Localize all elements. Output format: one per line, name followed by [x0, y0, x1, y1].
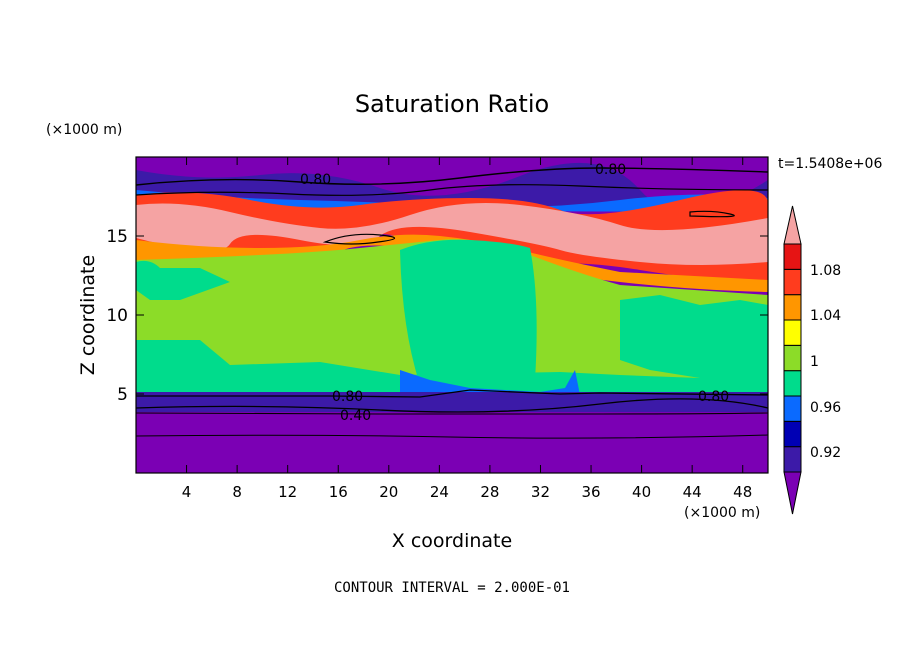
- time-label: t=1.5408e+06: [778, 156, 882, 172]
- band-upper-orange: [136, 234, 768, 292]
- contour-line-base-2: [136, 398, 768, 413]
- x-tick-label: 28: [480, 483, 499, 501]
- contour-line-base-1: [136, 389, 768, 398]
- colorbar-segment: [783, 370, 802, 397]
- contour-line-base-3: [136, 412, 768, 415]
- contour-line-upper: [136, 184, 768, 196]
- x-tick-label: 16: [329, 483, 348, 501]
- band-mid-teal-lower: [136, 340, 768, 392]
- band-cloud-base-blue: [400, 370, 580, 398]
- colorbar-segment: [783, 395, 802, 422]
- colorbar-segment: [783, 420, 802, 448]
- colorbar-segment: [783, 344, 802, 372]
- colorbar-segment: [783, 294, 802, 321]
- chart-title: Saturation Ratio: [355, 90, 549, 118]
- y-tick-label: 10: [106, 306, 128, 326]
- colorbar-label: 0.92: [810, 445, 841, 461]
- contour-label-2: 0.80: [595, 162, 626, 178]
- contour-line-base-4: [136, 434, 768, 439]
- contour-label-1: 0.80: [300, 172, 331, 188]
- x-tick-label: 32: [531, 483, 550, 501]
- x-axis-unit: (×1000 m): [684, 505, 760, 521]
- colorbar-segment: [783, 319, 802, 346]
- contour-label-3: 0.80: [332, 389, 363, 405]
- y-axis-unit: (×1000 m): [46, 122, 122, 138]
- x-tick-label: 48: [733, 483, 752, 501]
- x-axis-label: X coordinate: [392, 530, 512, 552]
- y-tick-label: 15: [106, 227, 128, 247]
- band-lower-purple: [136, 412, 768, 473]
- band-lower-dark: [136, 392, 768, 412]
- colorbar-arrow-high: [783, 205, 802, 245]
- band-mid-teal-left: [136, 260, 230, 300]
- x-tick-label: 20: [379, 483, 398, 501]
- x-tick-label: 4: [182, 483, 192, 501]
- y-tick-label: 5: [117, 385, 128, 405]
- y-axis-label: Z coordinate: [77, 255, 99, 375]
- contour-line-cloud-2: [689, 210, 735, 218]
- contour-label-4: 0.40: [340, 408, 371, 424]
- band-upper-blue: [136, 162, 768, 211]
- colorbar-arrow-low: [783, 471, 802, 515]
- colorbar-segment: [783, 243, 802, 270]
- contour-line-top: [136, 167, 768, 186]
- x-tick-label: 8: [232, 483, 242, 501]
- x-tick-label: 40: [632, 483, 651, 501]
- x-tick-label: 12: [278, 483, 297, 501]
- contour-line-cloud-1: [322, 233, 396, 245]
- colorbar-segment: [783, 268, 802, 296]
- band-upper-pink: [136, 202, 768, 265]
- band-mid-teal-center: [400, 239, 537, 385]
- contour-label-5: 0.80: [698, 389, 729, 405]
- colorbar-label: 1.08: [810, 263, 841, 279]
- plot-area: 0.80 0.80 0.80 0.40 0.80: [136, 157, 768, 473]
- colorbar-label: 1: [810, 354, 819, 370]
- colorbar: 1.08 1.04 1 0.96 0.92: [783, 205, 841, 515]
- x-tick-label: 24: [430, 483, 449, 501]
- x-tick-label: 36: [581, 483, 600, 501]
- colorbar-label: 1.04: [810, 308, 841, 324]
- x-tick-label: 44: [683, 483, 702, 501]
- colorbar-segment: [783, 446, 802, 473]
- band-mid-teal-right: [620, 295, 768, 380]
- colorbar-label: 0.96: [810, 400, 841, 416]
- contour-interval-note: CONTOUR INTERVAL = 2.000E-01: [334, 580, 570, 596]
